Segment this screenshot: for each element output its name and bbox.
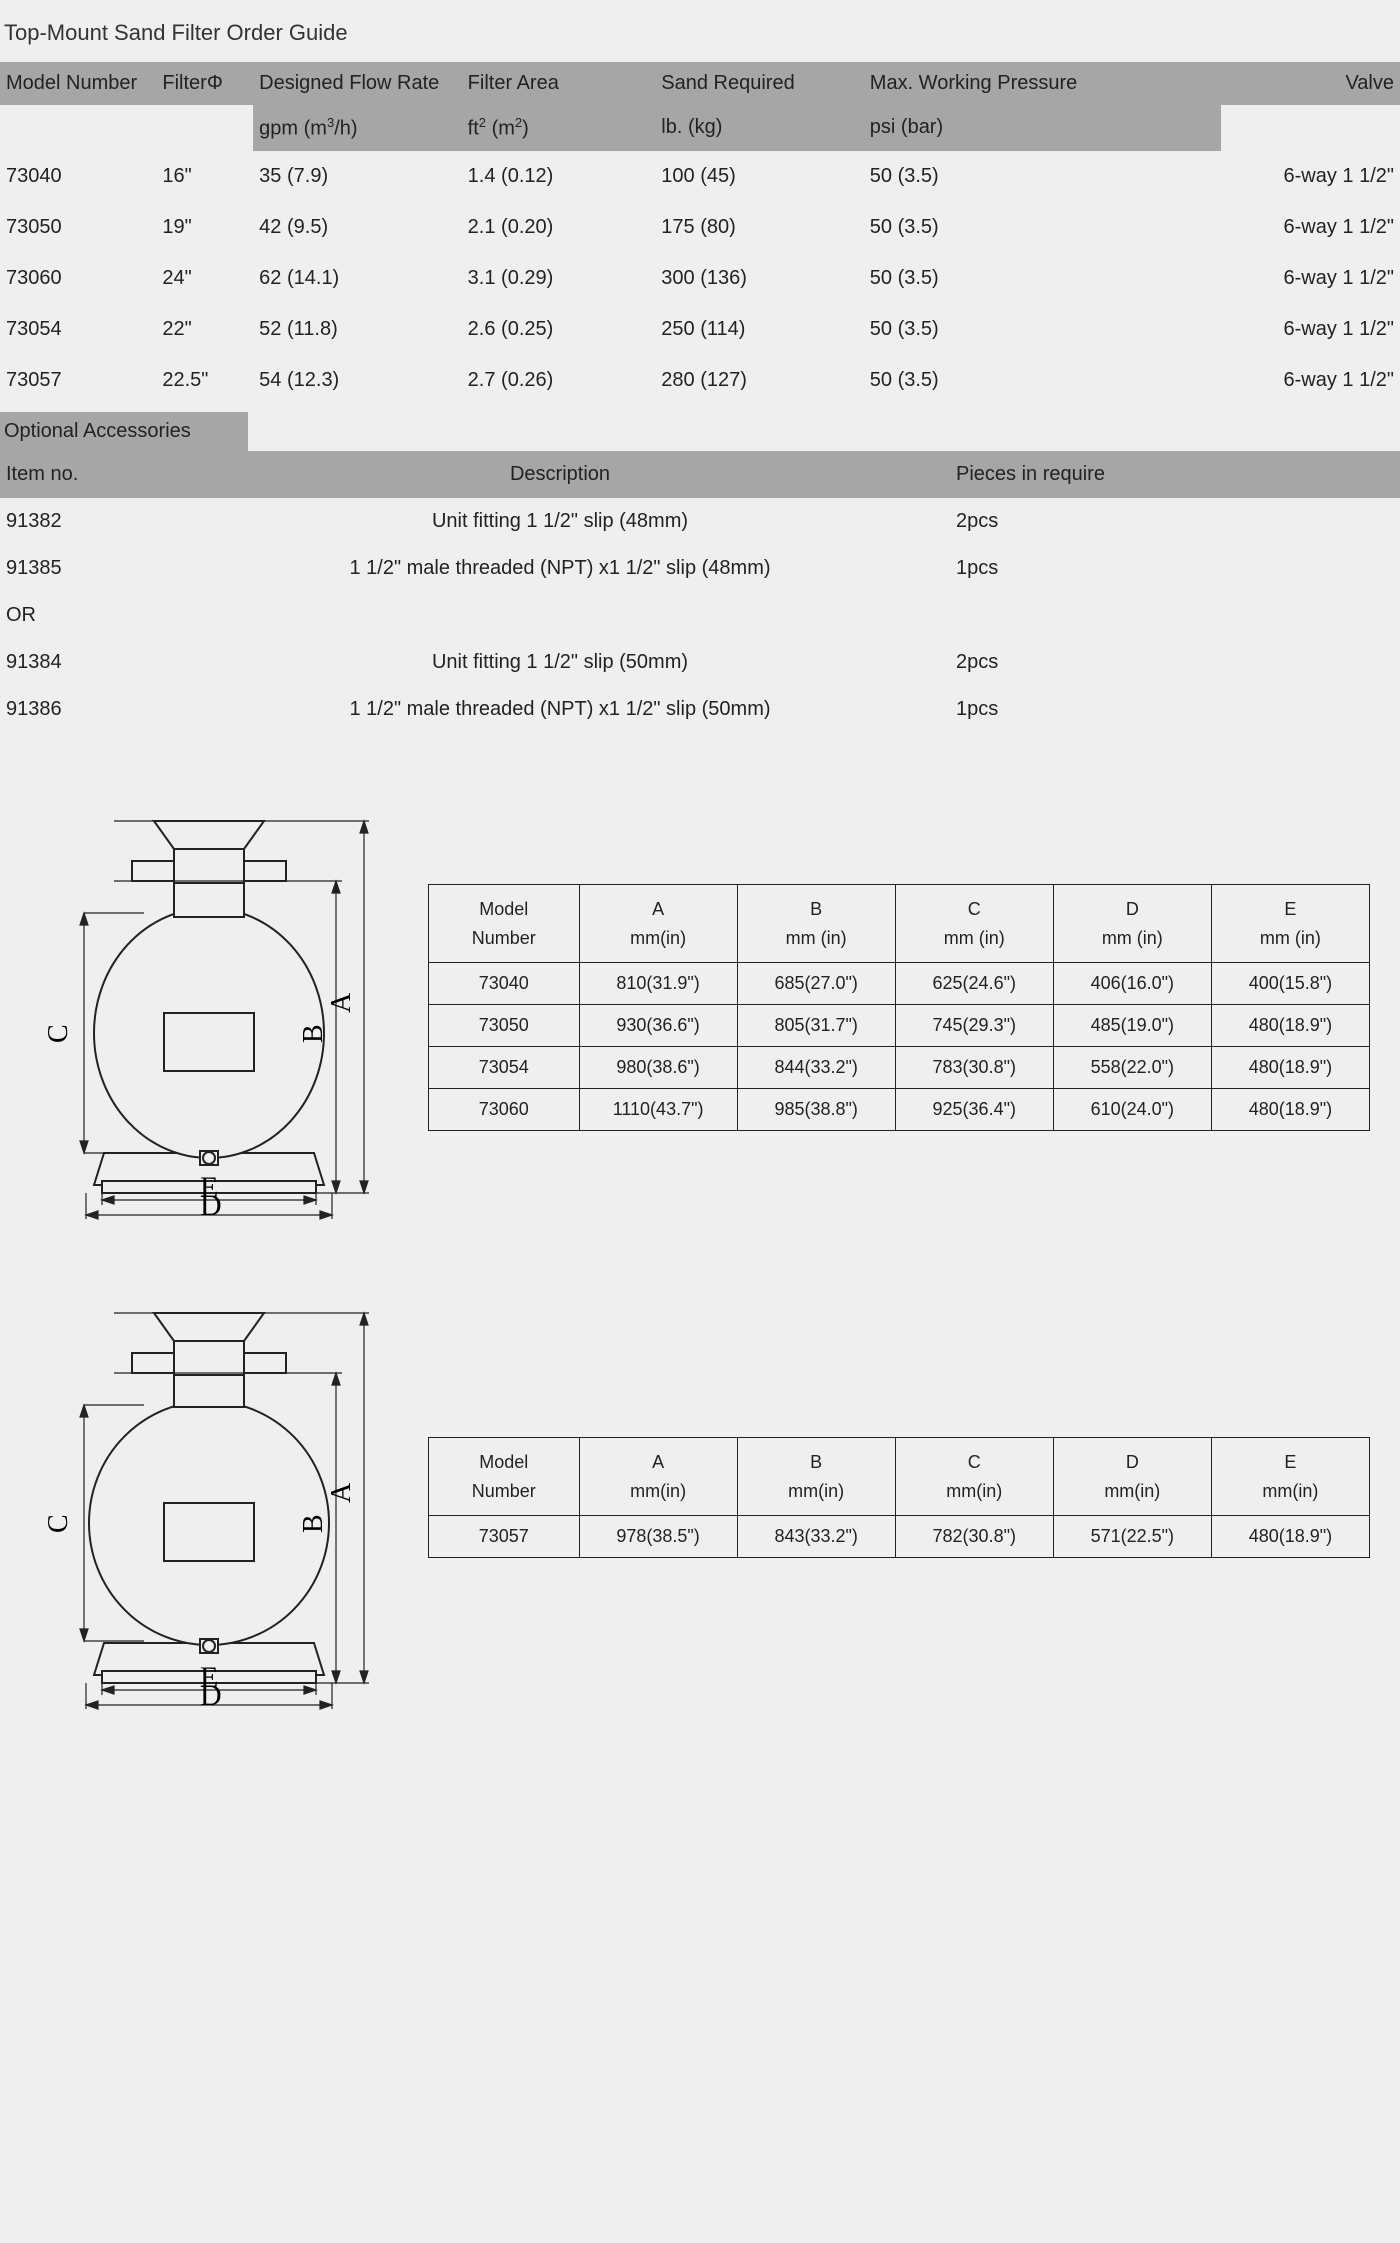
accessories-table: Item no. Description Pieces in require 9… xyxy=(0,451,1400,733)
filter-diagram-2: C B A E D xyxy=(24,1283,404,1713)
dim-label-d: D xyxy=(200,1189,222,1222)
accessory-row: 913861 1/2" male threaded (NPT) x1 1/2" … xyxy=(0,686,1400,733)
spec-hdr-filter: FilterΦ xyxy=(156,62,253,105)
spec-hdr-area: Filter Area xyxy=(462,62,656,105)
acc-hdr-qty: Pieces in require xyxy=(896,451,1400,498)
spec-unit-sand: lb. (kg) xyxy=(655,105,864,151)
dim-label-c: C xyxy=(43,1024,74,1043)
acc-hdr-desc: Description xyxy=(224,451,896,498)
filter-diagram-1: C B A E D xyxy=(24,793,404,1223)
accessory-row: 913851 1/2" male threaded (NPT) x1 1/2" … xyxy=(0,545,1400,592)
dimension-row: 73050930(36.6")805(31.7")745(29.3")485(1… xyxy=(429,1005,1370,1047)
spec-unit-pressure: psi (bar) xyxy=(864,105,1221,151)
spec-row: 7304016"35 (7.9)1.4 (0.12)100 (45)50 (3.… xyxy=(0,151,1400,202)
spec-hdr-valve: Valve xyxy=(1221,62,1400,105)
dim-label-b: B xyxy=(298,1024,329,1043)
spec-unit-flow: gpm (m3/h) xyxy=(253,105,462,151)
svg-text:D: D xyxy=(200,1679,222,1712)
spec-row: 7305722.5"54 (12.3)2.7 (0.26)280 (127)50… xyxy=(0,355,1400,406)
spec-row: 7305422"52 (11.8)2.6 (0.25)250 (114)50 (… xyxy=(0,304,1400,355)
spec-hdr-flow: Designed Flow Rate xyxy=(253,62,462,105)
accessory-row: OR xyxy=(0,592,1400,639)
spec-unit-area: ft2 (m2) xyxy=(462,105,656,151)
spec-row: 7305019"42 (9.5)2.1 (0.20)175 (80)50 (3.… xyxy=(0,202,1400,253)
dimension-table-2: ModelNumber Amm(in) Bmm(in) Cmm(in) Dmm(… xyxy=(428,1437,1370,1559)
dimension-table-1: ModelNumber Amm(in) Bmm (in) Cmm (in) Dm… xyxy=(428,884,1370,1132)
spec-row: 7306024"62 (14.1)3.1 (0.29)300 (136)50 (… xyxy=(0,253,1400,304)
svg-text:B: B xyxy=(298,1514,329,1533)
accessory-row: 91384Unit fitting 1 1/2" slip (50mm)2pcs xyxy=(0,639,1400,686)
acc-hdr-item: Item no. xyxy=(0,451,224,498)
dim1-hdr-model: ModelNumber xyxy=(429,884,580,963)
spec-table: Model Number FilterΦ Designed Flow Rate … xyxy=(0,62,1400,406)
page-title: Top-Mount Sand Filter Order Guide xyxy=(0,20,1400,62)
dimension-block-2: C B A E D ModelNumber Amm(in) Bmm(in) Cm… xyxy=(24,1283,1400,1713)
accessories-label: Optional Accessories xyxy=(0,412,248,451)
dim-label-a: A xyxy=(326,992,357,1013)
dimension-block-1: C B A E D ModelNumber Amm(in) Bmm (in) C… xyxy=(24,793,1400,1223)
spec-hdr-sand: Sand Required xyxy=(655,62,864,105)
spec-hdr-pressure: Max. Working Pressure xyxy=(864,62,1221,105)
accessory-row: 91382Unit fitting 1 1/2" slip (48mm)2pcs xyxy=(0,498,1400,545)
dimension-row: 73054980(38.6")844(33.2")783(30.8")558(2… xyxy=(429,1047,1370,1089)
dimension-row: 730601110(43.7")985(38.8")925(36.4")610(… xyxy=(429,1089,1370,1131)
svg-text:A: A xyxy=(326,1482,357,1503)
svg-text:C: C xyxy=(43,1514,74,1533)
spec-hdr-model: Model Number xyxy=(0,62,156,105)
dimension-row: 73040810(31.9")685(27.0")625(24.6")406(1… xyxy=(429,963,1370,1005)
dimension-row: 73057978(38.5")843(33.2")782(30.8")571(2… xyxy=(429,1516,1370,1558)
